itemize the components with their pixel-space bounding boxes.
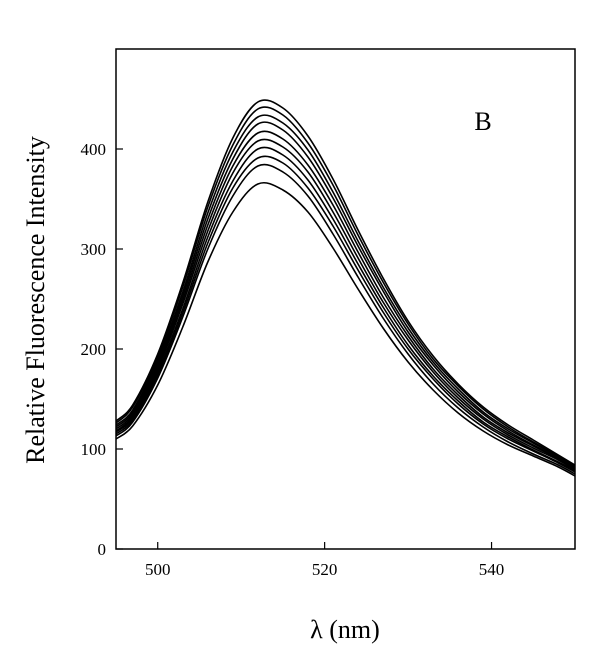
spectrum-curve-1 [115, 181, 576, 477]
spectrum-curve-4 [115, 146, 576, 472]
y-axis-ticks: 0 100 200 300 400 [81, 140, 123, 559]
x-tick-label: 540 [479, 560, 505, 579]
spectrum-curve-8 [115, 114, 576, 468]
plot-frame [115, 48, 576, 550]
spectrum-curve-2 [115, 163, 576, 475]
spectrum-curve-7 [115, 121, 576, 469]
spectrum-curve-6 [115, 130, 576, 470]
x-tick-label: 520 [312, 560, 338, 579]
spectrum-curve-10 [115, 99, 576, 466]
y-tick-label: 0 [98, 540, 107, 559]
y-tick-label: 300 [81, 240, 107, 259]
spectrum-curve-9 [115, 106, 576, 467]
x-axis-ticks: 500 520 540 [145, 542, 504, 579]
panel-label: B [474, 107, 491, 136]
x-tick-label: 500 [145, 560, 171, 579]
y-tick-label: 100 [81, 440, 107, 459]
y-tick-label: 400 [81, 140, 107, 159]
spectrum-curves [115, 99, 576, 477]
spectrum-curve-3 [115, 155, 576, 473]
spectrum-curve-5 [115, 138, 576, 471]
y-axis-title: Relative Fluorescence Intensity [21, 136, 50, 464]
x-axis-title: λ (nm) [310, 615, 380, 644]
y-tick-label: 200 [81, 340, 107, 359]
